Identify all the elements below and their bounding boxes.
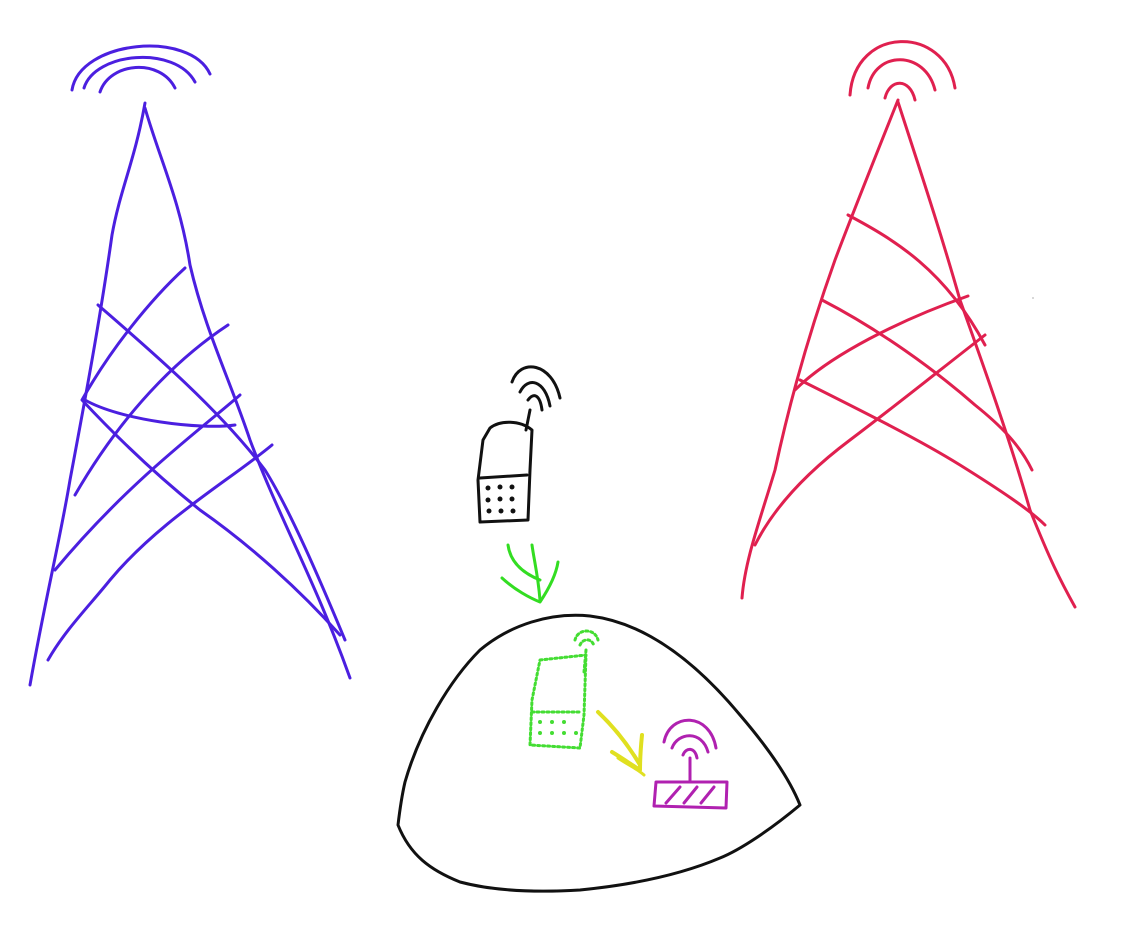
mobile-phone (476, 365, 562, 524)
indoor-phone-signal-icon (573, 629, 600, 648)
right-tower-frame (740, 98, 1077, 609)
left-tower-signal-icon (70, 44, 212, 94)
indoor-phone (528, 629, 600, 750)
signal-arrow (500, 543, 560, 604)
right-tower-signal-icon (848, 40, 957, 102)
indoor-phone-keypad (538, 720, 578, 735)
handoff-arrow (596, 710, 646, 777)
left-tower-frame (28, 101, 352, 687)
wifi-router (652, 718, 729, 810)
left-cell-tower (28, 44, 352, 687)
speck (1032, 297, 1034, 299)
phone-signal-icon (510, 365, 562, 412)
right-cell-tower (740, 40, 1077, 609)
phone-keypad (485, 484, 516, 514)
building (396, 613, 802, 893)
router-signal-icon (662, 718, 718, 760)
